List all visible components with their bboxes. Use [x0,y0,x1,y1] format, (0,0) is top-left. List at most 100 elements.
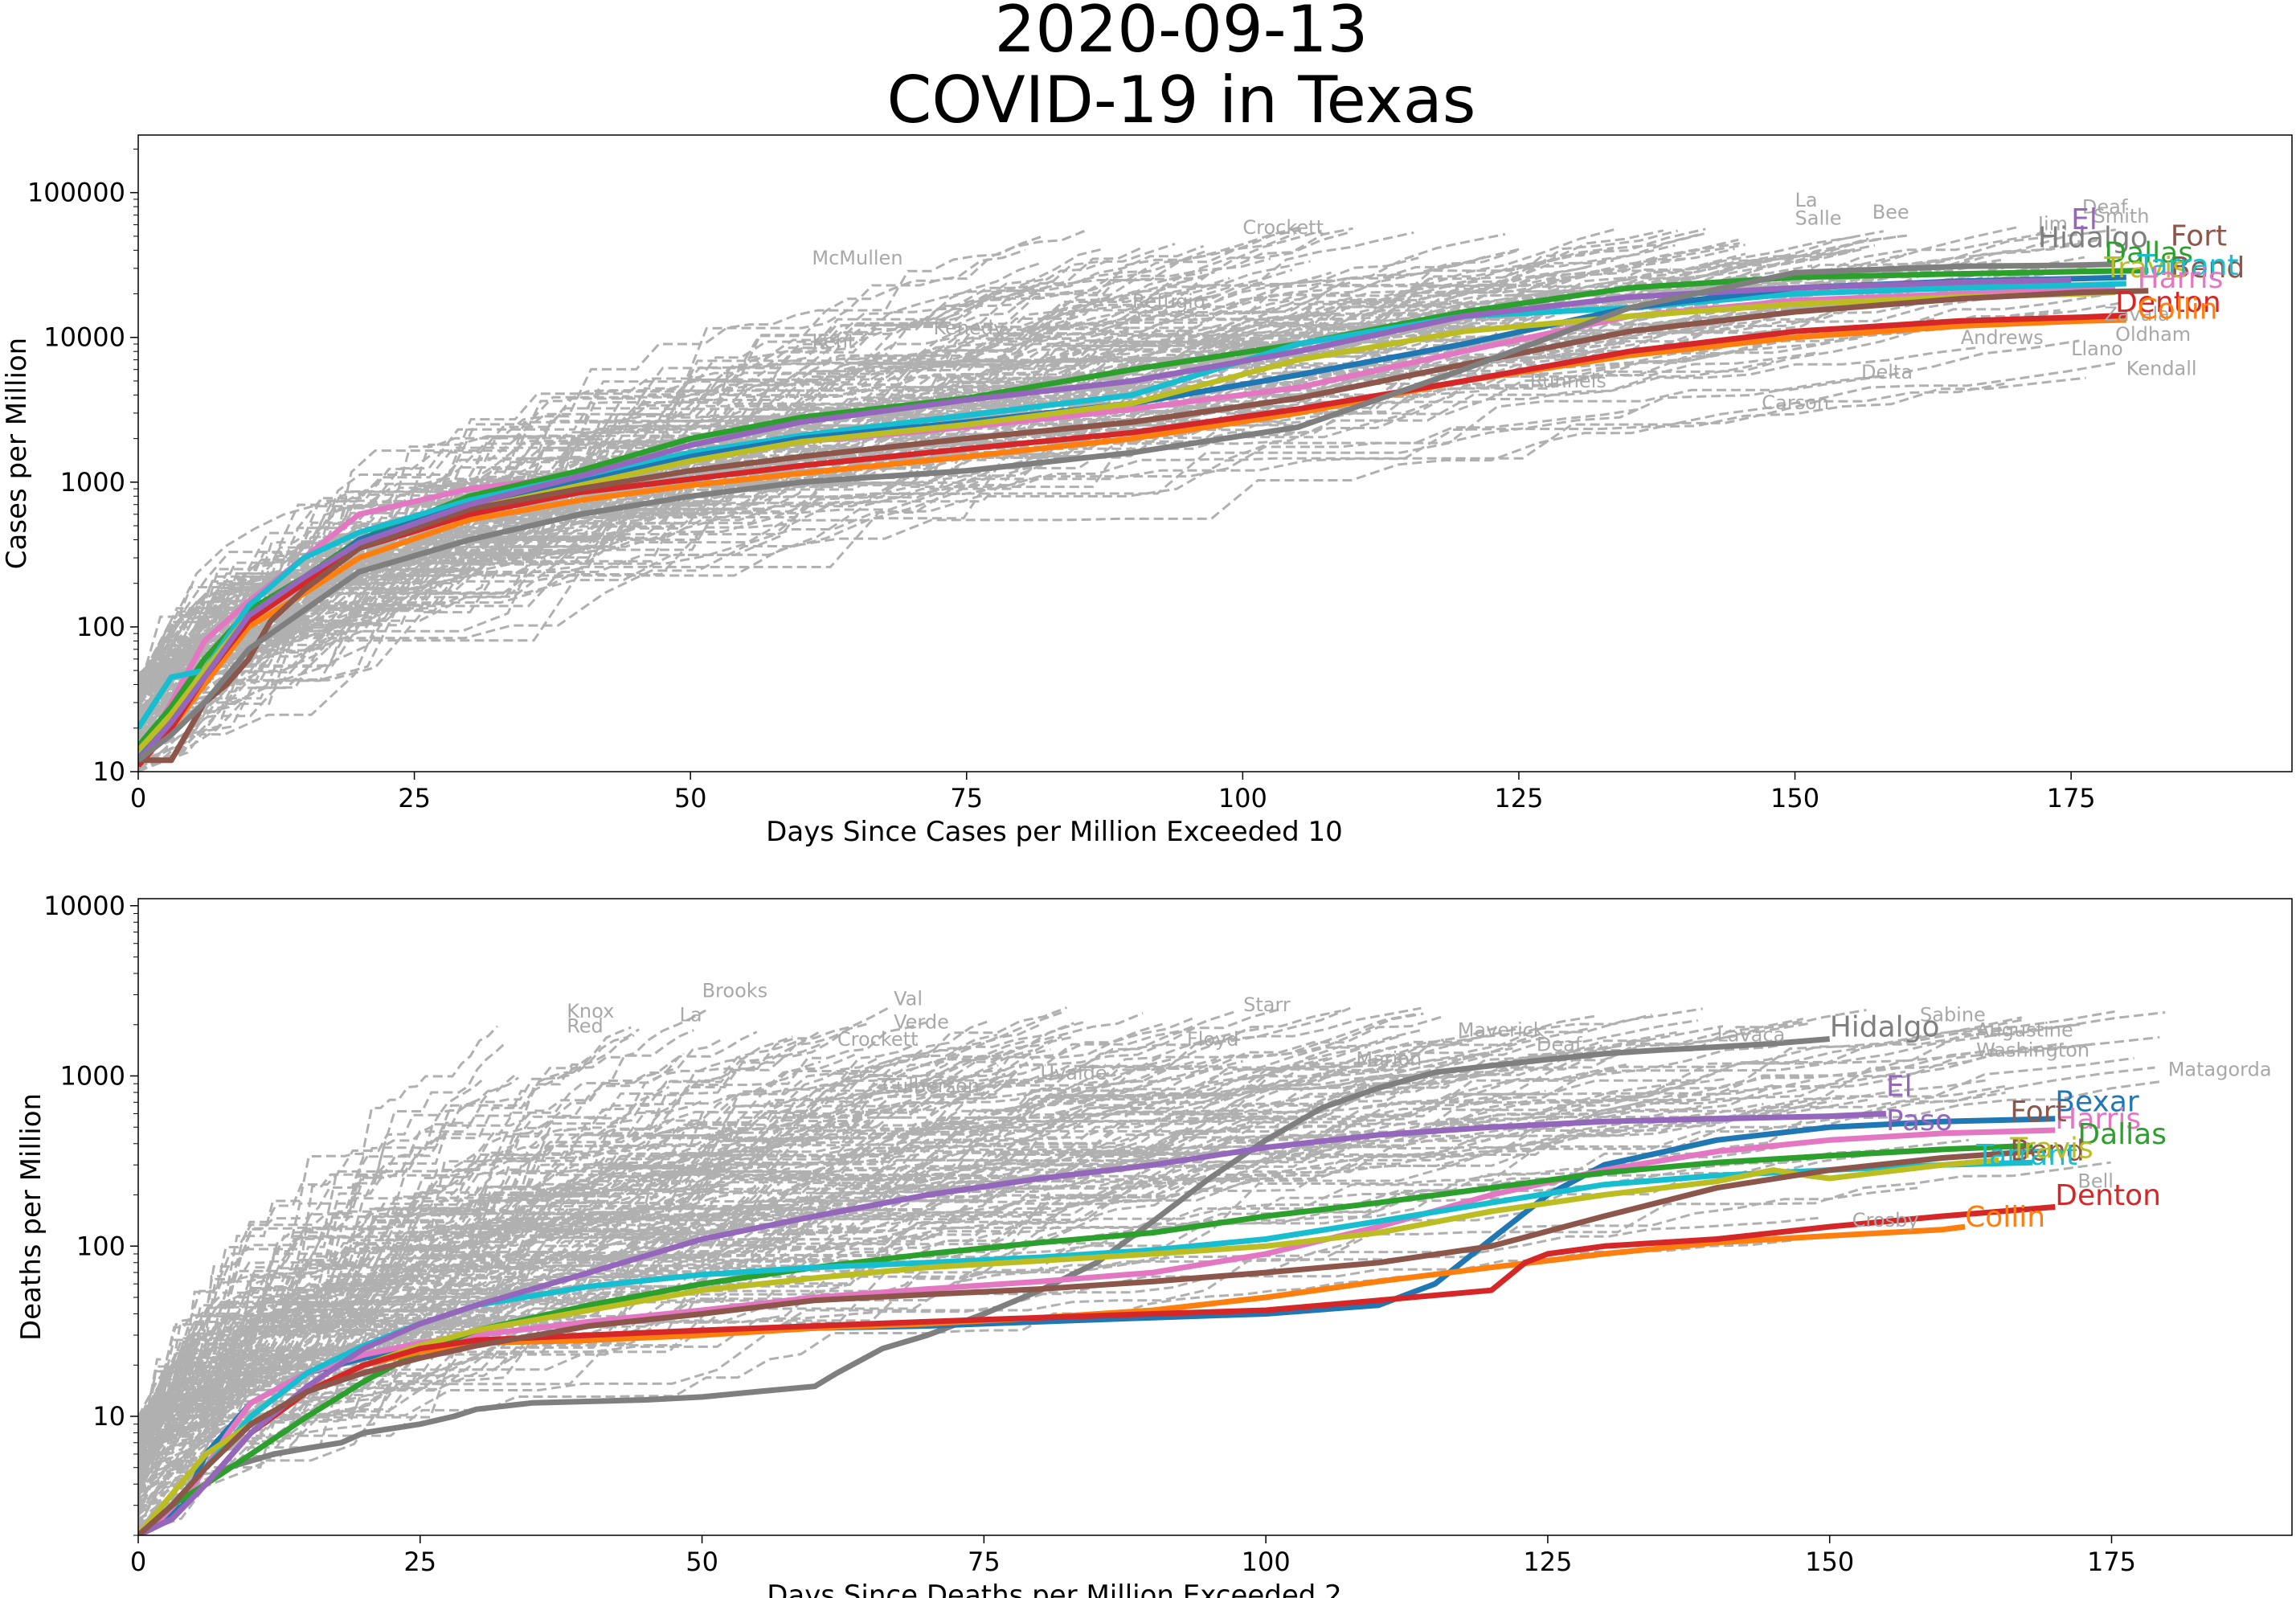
county-label: Washington [1976,1039,2089,1061]
background-county-line [138,1012,1144,1481]
background-county-line [138,1026,632,1448]
county-label: Floyd [1187,1028,1239,1051]
county-label: Bend [2010,1134,2085,1167]
background-county-line [138,1118,1496,1421]
series-line-hidalgo [138,1036,1830,1535]
background-county-line [138,1063,1627,1462]
county-label: Tarrant [1975,1139,2077,1172]
county-label: Verde [894,1011,949,1034]
county-label: Collin [1965,1201,2045,1234]
county-label: Runnels [1530,370,1606,392]
background-county-line [138,230,1353,748]
background-county-line [138,286,1029,714]
background-county-line [138,350,1821,686]
background-county-line [138,1022,867,1443]
background-county-line [138,1083,1777,1461]
background-county-line [138,1055,955,1425]
x-tick-label: 100 [1242,1547,1291,1577]
county-label: McMullen [812,247,902,269]
county-label: Lavaca [1717,1023,1785,1046]
background-county-line [138,1010,1342,1461]
series-line-fort-bend [138,288,2149,764]
background-county-line [138,309,2061,699]
background-county-line [138,271,1203,694]
background-county-line [138,1060,821,1435]
background-county-line [138,1009,706,1437]
axes-frame [137,134,2293,772]
background-county-line [138,319,1957,740]
background-county-line [138,1127,1437,1522]
background-county-line [138,1049,1033,1463]
background-county-line [138,242,1741,699]
series-line-collin [138,317,2126,768]
background-county-line [138,1045,974,1433]
series-line-dallas [138,1142,2033,1535]
background-county-line [138,1050,1005,1478]
background-county-line [138,1022,1812,1434]
y-tick-label: 10000 [43,891,125,921]
background-county-line [138,1006,1422,1435]
x-tick-label: 125 [1494,783,1543,813]
county-label: Crosby [1852,1209,1919,1231]
y-tick-label: 1000 [60,467,125,498]
cases-panel: Crockett McMullen Kenedy Kent Refugio LaSalle… [1,134,2293,848]
background-county-line [138,1022,1074,1516]
county-label: La [680,1003,702,1026]
county-label: Dallas [2104,236,2193,269]
background-county-line [138,229,1678,739]
y-axis-label: Cases per Million [1,338,33,570]
x-tick-label: 150 [1805,1547,1854,1577]
background-county-line [138,1275,1402,1502]
x-tick-label: 50 [674,783,707,813]
county-label: Travis [2009,1133,2093,1166]
y-tick-label: 100 [76,612,125,642]
y-tick-label: 10000 [43,322,125,353]
background-county-line [138,1143,515,1490]
county-label: Denton [2115,286,2221,319]
background-county-line [138,1058,1409,1448]
county-label: Deaf [1537,1034,1582,1056]
background-county-line [138,1028,641,1430]
county-label: Crockett [837,1028,919,1051]
background-county-line [138,1070,1906,1467]
county-label: Oldham [2115,323,2191,346]
background-county-line [138,1079,1989,1481]
x-axis-label: Days Since Cases per Million Exceeded 10 [766,816,1343,848]
background-county-line [138,1056,590,1419]
county-label: Starr [1243,994,1291,1016]
county-label: Delta [1861,361,1913,383]
county-label: Paso [1886,1104,1953,1137]
background-county-line [138,1026,2012,1419]
county-label: Jim [2036,212,2068,235]
figure-title: 2020-09-13 [995,0,1369,67]
county-label: Brooks [702,980,768,1002]
background-county-line [138,301,2124,706]
background-county-line [138,382,2005,752]
background-county-line [138,1141,1772,1513]
x-tick-label: 175 [2047,783,2096,813]
county-label: Fort [2171,220,2227,253]
x-tick-label: 100 [1218,783,1267,813]
background-county-line [138,1034,635,1501]
background-county-line [138,1031,820,1498]
series-line-el-paso [138,277,2072,762]
county-label: Bend [2171,252,2245,285]
background-county-line [138,1063,999,1514]
x-tick-label: 75 [968,1547,1001,1577]
background-county-line [138,334,1362,766]
series-line-harris [138,1127,2056,1535]
y-tick-label: 100000 [27,178,125,208]
background-county-line [138,1029,694,1462]
county-label: Hidalgo [2038,222,2148,255]
county-label: La [1795,189,1818,211]
series-line-denton [138,312,2126,768]
series-line-fort-bend [138,1149,2033,1535]
county-label: Bee [1872,201,1909,223]
county-label: Carson [1762,391,1829,414]
county-label: Maverick [1458,1019,1545,1042]
county-label: Bexar [2055,1086,2139,1119]
y-tick-label: 10 [92,1401,125,1432]
